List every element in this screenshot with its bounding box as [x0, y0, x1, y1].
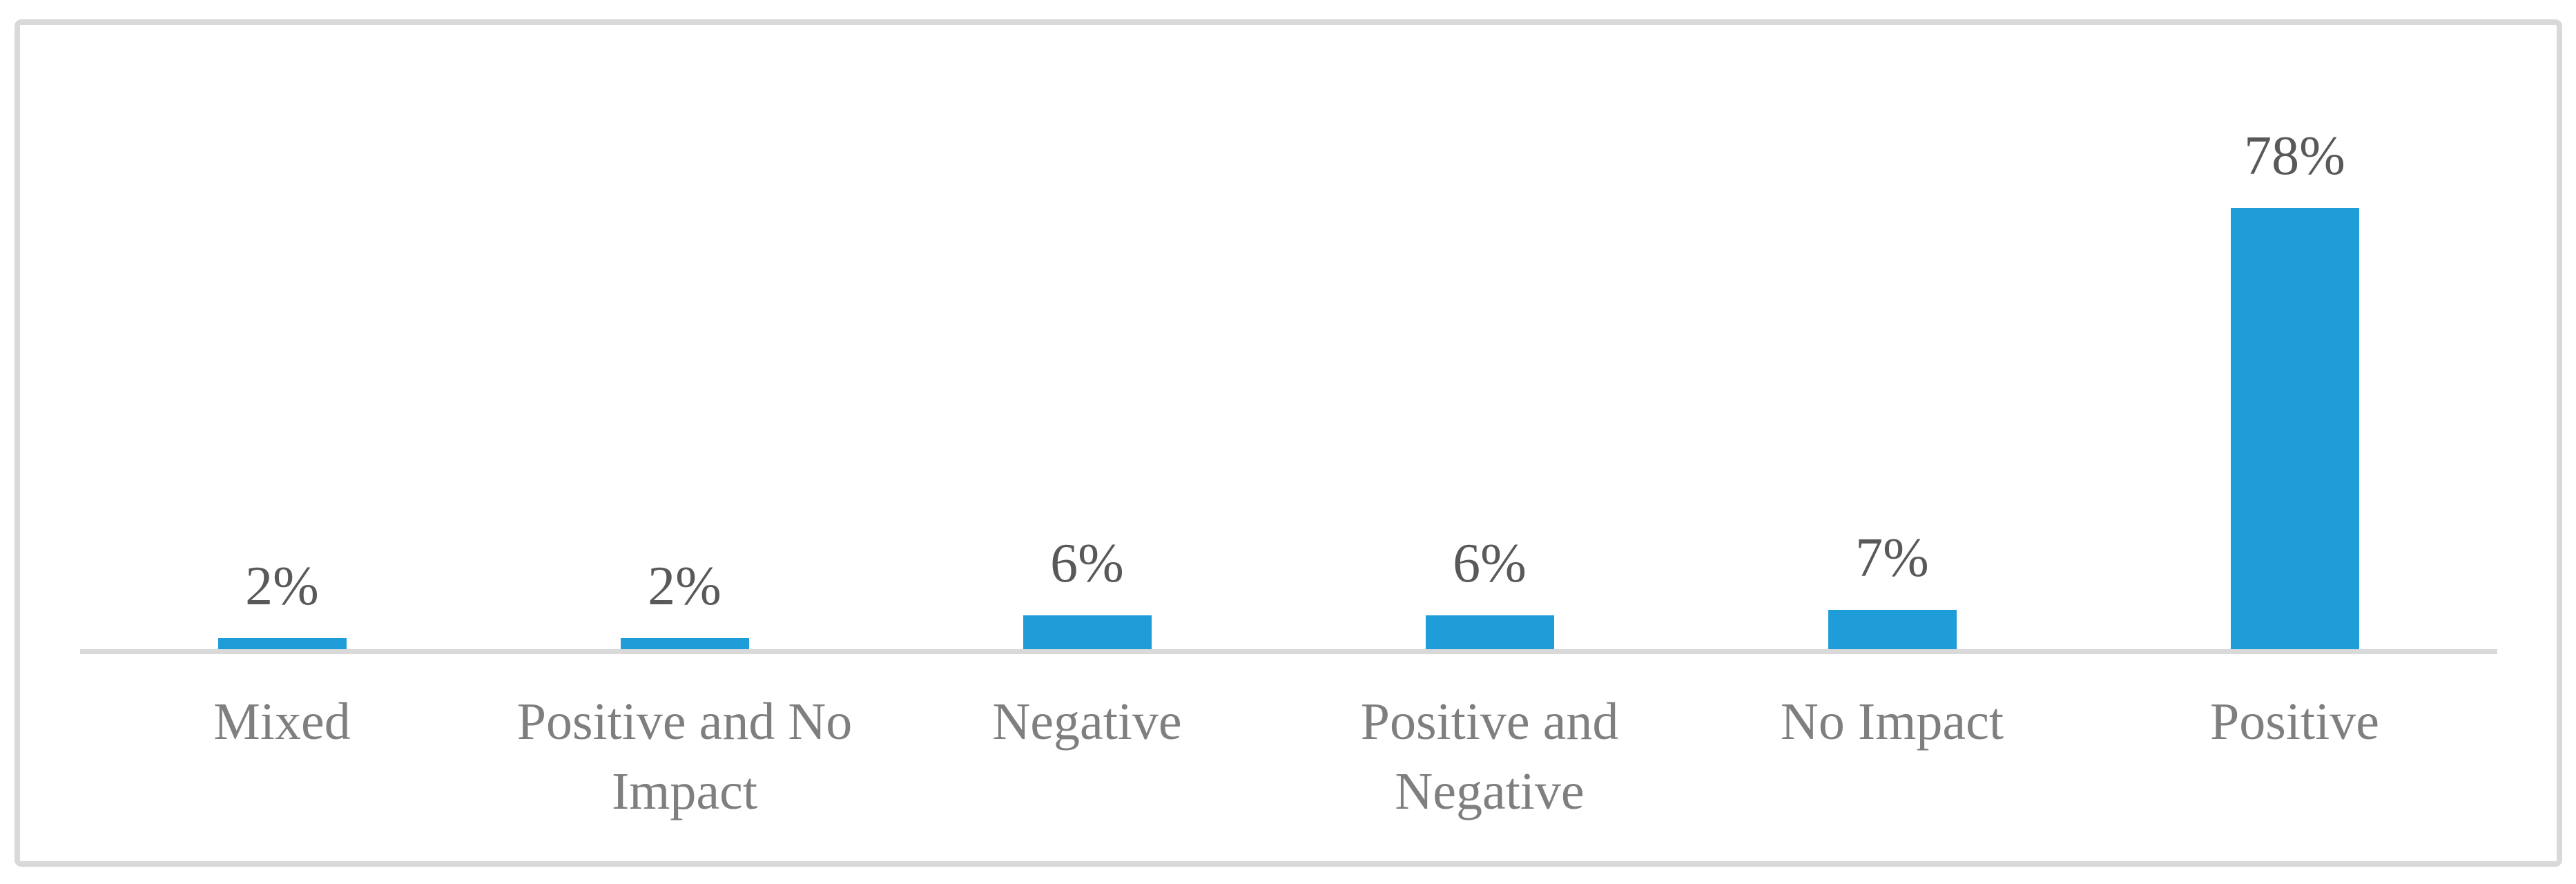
bar-value-label-positive-and-no-impact: 2% — [648, 556, 722, 617]
category-label-negative: Negative — [846, 687, 1329, 757]
bar-negative — [1023, 615, 1152, 649]
category-label-line: Positive and No — [516, 693, 853, 751]
bar-group-mixed: 2% Mixed — [81, 0, 483, 884]
bar-mixed — [217, 638, 347, 649]
category-label-line: Positive — [2210, 693, 2379, 751]
bar-value-label-mixed: 2% — [245, 556, 319, 617]
bar-positive — [2230, 208, 2359, 649]
category-label-line: Impact — [611, 762, 757, 821]
bar-positive-and-no-impact — [620, 638, 749, 649]
bar-value-label-no-impact: 7% — [1855, 528, 1929, 588]
bar-group-no-impact: 7% No Impact — [1691, 0, 2093, 884]
bar-value-label-positive-and-negative: 6% — [1453, 533, 1527, 594]
bar-group-positive-and-no-impact: 2% Positive and No Impact — [483, 0, 886, 884]
bar-group-negative: 6% Negative — [886, 0, 1288, 884]
category-label-line: Mixed — [213, 693, 351, 751]
category-label-line: Negative — [1395, 762, 1585, 821]
category-label-positive-and-negative: Positive and Negative — [1248, 687, 1732, 827]
bar-positive-and-negative — [1425, 615, 1554, 649]
bar-group-positive: 78% Positive — [2093, 0, 2496, 884]
category-label-positive: Positive — [2053, 687, 2537, 757]
figure-border — [14, 19, 2562, 867]
category-label-no-impact: No Impact — [1651, 687, 2134, 757]
bar-value-label-positive: 78% — [2244, 126, 2345, 186]
bar-no-impact — [1828, 610, 1957, 649]
category-label-line: No Impact — [1781, 693, 2004, 751]
category-label-positive-and-no-impact: Positive and No Impact — [443, 687, 927, 827]
category-label-mixed: Mixed — [41, 687, 524, 757]
category-label-line: Negative — [992, 693, 1182, 751]
category-label-line: Positive and — [1360, 693, 1619, 751]
bar-group-positive-and-negative: 6% Positive and Negative — [1288, 0, 1691, 884]
bar-value-label-negative: 6% — [1050, 533, 1124, 594]
x-axis-line — [80, 649, 2497, 654]
